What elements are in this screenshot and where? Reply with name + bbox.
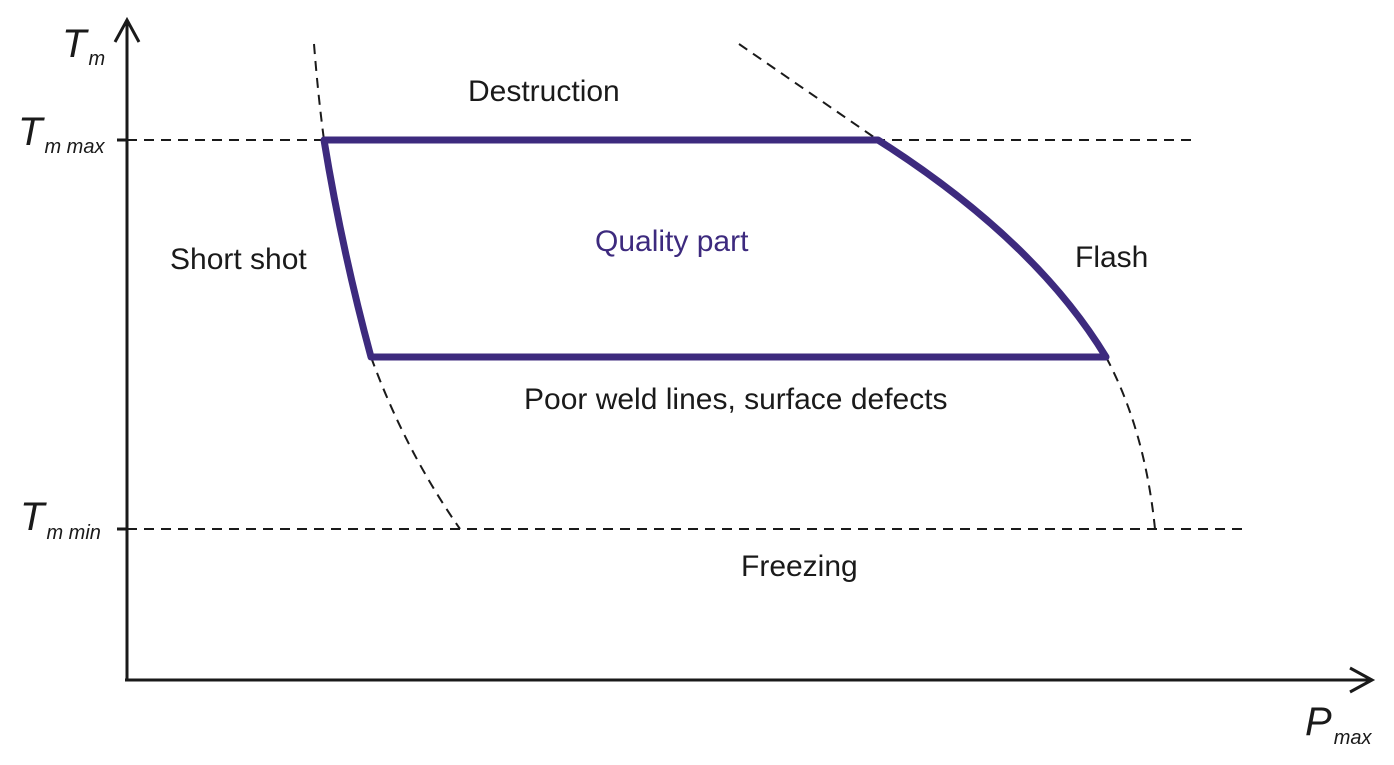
region-destruction-label: Destruction xyxy=(468,75,620,108)
short-shot-upper-dashed-curve xyxy=(313,43,325,141)
region-short-shot-label: Short shot xyxy=(170,243,307,276)
destruction-dashed-line xyxy=(738,43,879,141)
region-weld-lines-label: Poor weld lines, surface defects xyxy=(524,383,948,416)
flash-lower-dashed-curve xyxy=(1105,356,1156,530)
y-axis-arrowhead xyxy=(113,16,141,43)
region-freezing-label: Freezing xyxy=(741,550,858,583)
short-shot-lower-dashed-curve xyxy=(370,356,461,530)
x-axis-arrowhead xyxy=(1349,666,1376,694)
region-quality-part-label: Quality part xyxy=(595,225,749,258)
region-flash-label: Flash xyxy=(1075,241,1148,274)
quality-window-outline xyxy=(320,136,1110,361)
